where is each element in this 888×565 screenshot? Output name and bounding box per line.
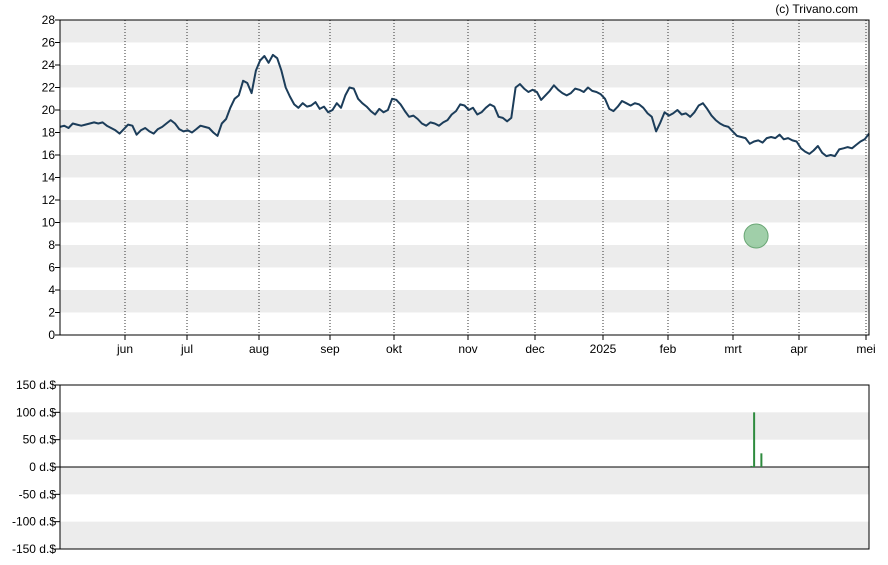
y-tick-label: 0 — [48, 328, 55, 342]
price-grid-band — [60, 110, 869, 133]
y-tick-label: 8 — [48, 238, 55, 252]
x-tick-label: dec — [525, 342, 544, 356]
y-tick-label: 12 — [42, 193, 56, 207]
dividend-plot-frame — [59, 384, 870, 550]
x-tick-label: aug — [249, 342, 269, 356]
x-tick-label: jul — [180, 342, 193, 356]
y-tick-label: 2 — [48, 306, 55, 320]
y-tick-label: 100 d.$ — [16, 405, 56, 419]
dividend-grid-band — [60, 412, 869, 440]
x-tick-label: sep — [320, 342, 340, 356]
x-tick-label: feb — [660, 342, 677, 356]
y-tick-label: 10 — [42, 216, 56, 230]
y-tick-label: -100 d.$ — [12, 515, 56, 529]
y-tick-label: 6 — [48, 261, 55, 275]
y-tick-label: 16 — [42, 148, 56, 162]
y-tick-label: 150 d.$ — [16, 378, 56, 392]
dividend-grid-band — [60, 467, 869, 495]
price-grid-band — [60, 65, 869, 88]
price-grid-band — [60, 20, 869, 43]
y-tick-label: 4 — [48, 283, 55, 297]
x-tick-label: mrt — [724, 342, 742, 356]
x-tick-label: apr — [790, 342, 807, 356]
price-line — [59, 53, 870, 158]
y-tick-label: 28 — [42, 13, 56, 27]
price-grid-band — [60, 290, 869, 313]
price-grid-band — [60, 200, 869, 223]
price-grid-band — [60, 245, 869, 268]
x-tick-label: nov — [458, 342, 477, 356]
y-tick-label: 22 — [42, 81, 56, 95]
y-tick-label: 50 d.$ — [23, 433, 57, 447]
y-tick-label: 0 d.$ — [29, 460, 56, 474]
y-tick-label: -150 d.$ — [12, 542, 56, 556]
y-tick-label: 18 — [42, 126, 56, 140]
dividend-marker — [743, 223, 769, 249]
dividend-panel: 150 d.$ 100 d.$ 50 d.$ 0 d.$ -50 d.$ -100 d.$… — [12, 378, 870, 556]
x-tick-label: okt — [386, 342, 403, 356]
copyright-credit: (c) Trivano.com — [775, 2, 858, 16]
y-tick-label: 14 — [42, 171, 56, 185]
price-plot-frame — [59, 19, 870, 336]
y-tick-label: 24 — [42, 58, 56, 72]
y-tick-label: -50 d.$ — [19, 487, 57, 501]
y-tick-label: 20 — [42, 103, 56, 117]
y-tick-label: 26 — [42, 36, 56, 50]
x-tick-label: 2025 — [590, 342, 617, 356]
dividend-grid-band — [60, 521, 869, 549]
x-tick-label: mei — [856, 342, 875, 356]
x-tick-label: jun — [116, 342, 133, 356]
price-grid-band — [60, 155, 869, 178]
